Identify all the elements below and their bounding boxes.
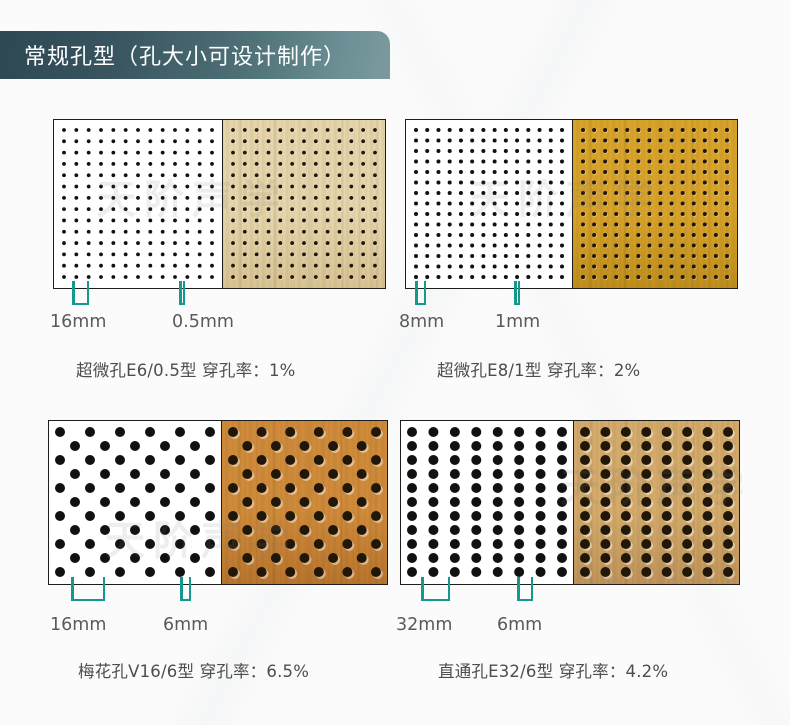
- panel-caption: 直通孔E32/6型 穿孔率：4.2%: [438, 662, 669, 681]
- panel-caption: 梅花孔V16/6型 穿孔率：6.5%: [78, 662, 310, 681]
- bracket-arm: [421, 598, 450, 601]
- section-header-banner: 常规孔型（孔大小可设计制作）: [0, 31, 390, 79]
- bracket-arm: [423, 281, 426, 305]
- bracket-arm: [86, 281, 89, 305]
- panel-drawing-half: [406, 120, 572, 288]
- bracket-arm: [421, 577, 424, 601]
- bracket-arm: [415, 302, 426, 305]
- panel-drawing-half: [49, 421, 221, 584]
- bracket-arm: [71, 577, 74, 601]
- bracket-arm: [102, 577, 105, 601]
- bracket-arm: [514, 302, 520, 305]
- bracket-arm: [447, 577, 450, 601]
- panel-wood-half: [573, 421, 739, 584]
- wood-grain-lines: [573, 120, 737, 288]
- bracket-arm: [517, 598, 533, 601]
- bracket-arm: [530, 577, 533, 601]
- wood-grain-texture: [573, 120, 737, 288]
- bracket-arm: [72, 302, 89, 305]
- panel-wood-half: [222, 120, 385, 288]
- panel-board: [53, 119, 386, 289]
- panel-drawing-half: [401, 421, 573, 584]
- page-title: 常规孔型（孔大小可设计制作）: [24, 45, 347, 70]
- hole-dimension-bracket: [514, 281, 520, 305]
- bracket-arm: [72, 281, 75, 305]
- panel-board: [405, 119, 738, 289]
- hole-dimension-bracket: [179, 281, 185, 305]
- bracket-arm: [517, 577, 520, 601]
- bracket-arm: [415, 281, 418, 305]
- spacing-dimension-bracket: [71, 577, 105, 601]
- bracket-arm: [517, 281, 520, 305]
- spacing-dimension-label: 8mm: [399, 312, 445, 332]
- bracket-arm: [180, 598, 191, 601]
- bracket-arm: [188, 577, 191, 601]
- panel-wood-half: [221, 421, 387, 584]
- spacing-dimension-bracket: [72, 281, 89, 305]
- panel-caption: 超微孔E8/1型 穿孔率：2%: [437, 361, 641, 380]
- hole-dimension-bracket: [517, 577, 533, 601]
- bracket-arm: [71, 598, 105, 601]
- panel-drawing-half: [54, 120, 222, 288]
- hole-diameter-label: 0.5mm: [172, 312, 234, 332]
- spacing-dimension-bracket: [415, 281, 426, 305]
- spacing-dimension-label: 32mm: [396, 615, 453, 635]
- wood-grain-texture: [223, 120, 385, 288]
- hole-dimension-bracket: [180, 577, 191, 601]
- spacing-dimension-label: 16mm: [50, 312, 107, 332]
- bracket-arm: [180, 577, 183, 601]
- panel-board: [48, 420, 388, 585]
- spacing-dimension-label: 16mm: [50, 615, 107, 635]
- panel-wood-half: [572, 120, 737, 288]
- spacing-dimension-bracket: [421, 577, 450, 601]
- panel-board: [400, 420, 740, 585]
- bracket-arm: [179, 281, 182, 305]
- bracket-arm: [179, 302, 185, 305]
- wood-grain-lines: [223, 120, 385, 288]
- panel-caption: 超微孔E6/0.5型 穿孔率：1%: [76, 361, 296, 380]
- bracket-arm: [182, 281, 185, 305]
- hole-diameter-label: 1mm: [495, 312, 541, 332]
- hole-diameter-label: 6mm: [497, 615, 543, 635]
- bracket-arm: [514, 281, 517, 305]
- hole-diameter-label: 6mm: [163, 615, 209, 635]
